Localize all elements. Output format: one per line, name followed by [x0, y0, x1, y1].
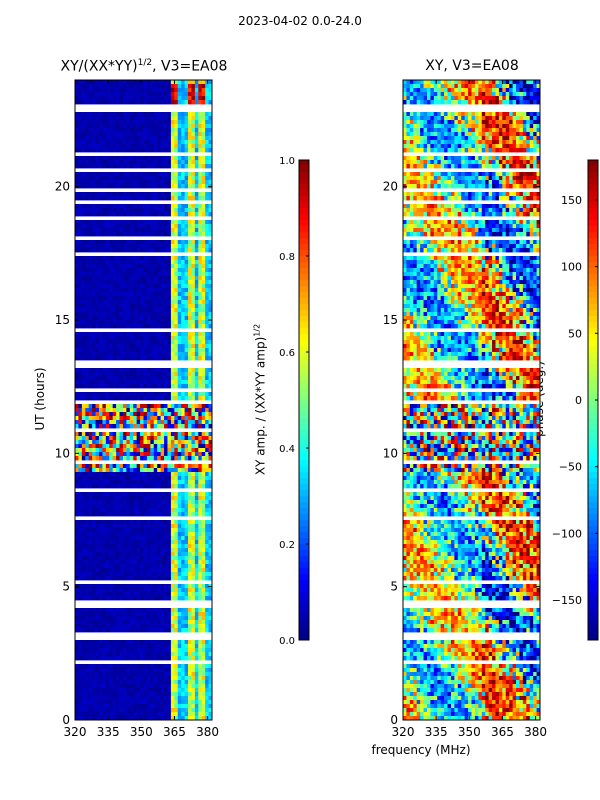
phase-heatmap-cells: [403, 80, 541, 721]
amplitude-xtick-label: 350: [130, 725, 153, 739]
phase-panel-title: XY, V3=EA08: [425, 58, 519, 74]
phase-colorbar-tick-label: −150: [552, 594, 582, 607]
phase-heatmap: 320 335 350 365 380 0 5 10 15 20: [383, 79, 547, 739]
amplitude-colorbar-tick-label: 0.0: [279, 636, 295, 647]
phase-ytick-label: 15: [383, 313, 398, 327]
phase-ytick-label: 0: [390, 713, 398, 727]
phase-colorbar: −150 −100 −50 0 50 100 150: [552, 159, 599, 641]
amplitude-colorbar-frame: [298, 159, 310, 641]
amplitude-xtick-label: 365: [163, 725, 186, 739]
amplitude-ytick-label: 0: [62, 713, 70, 727]
phase-xtick-label: 320: [392, 725, 415, 739]
phase-xtick-label: 380: [524, 725, 547, 739]
amplitude-axes-frame: [74, 79, 213, 721]
amplitude-colorbar-tick-label: 1.0: [279, 156, 295, 167]
amplitude-heatmap: 320 335 350 365 380 0 5 10 15 20: [55, 79, 219, 739]
amplitude-xtick-label: 335: [97, 725, 120, 739]
phase-xtick-label: 365: [491, 725, 514, 739]
phase-xtick-label: 335: [425, 725, 448, 739]
amplitude-ytick-label: 20: [55, 180, 70, 194]
amplitude-ytick-label: 15: [55, 313, 70, 327]
amplitude-title-suffix: , V3=EA08: [152, 58, 228, 75]
phase-xtick-label: 350: [458, 725, 481, 739]
phase-axes-frame: [402, 79, 541, 721]
amplitude-ytick-label: 10: [55, 446, 70, 460]
phase-colorbar-tick-label: −100: [552, 527, 582, 540]
amplitude-colorbar: 0.0 0.2 0.4 0.6 0.8 1.0: [279, 156, 310, 647]
phase-colorbar-tick-label: −50: [559, 461, 582, 474]
amplitude-ytick-label: 5: [62, 580, 70, 594]
phase-colorbar-tick-label: 150: [561, 194, 582, 207]
phase-colorbar-tick-label: 50: [568, 327, 582, 340]
phase-colorbar-tick-label: 0: [575, 394, 582, 407]
amplitude-title-main: XY/(XX*YY): [60, 58, 138, 75]
phase-colorbar-tick-label: 100: [561, 261, 582, 274]
phase-ytick-label: 10: [383, 446, 398, 460]
amplitude-colorbar-tick-label: 0.6: [279, 348, 295, 359]
amplitude-xtick-label: 380: [196, 725, 219, 739]
amplitude-heatmap-cells: [75, 80, 213, 721]
frequency-axis-label: frequency (MHz): [371, 743, 471, 757]
figure-suptitle: 2023-04-02 0.0-24.0: [238, 14, 362, 28]
phase-ytick-label: 20: [383, 180, 398, 194]
amplitude-panel-title: XY/(XX*YY)1/2, V3=EA08: [44, 58, 244, 75]
amplitude-colorbar-tick-label: 0.4: [279, 444, 295, 455]
amplitude-colorbar-tick-label: 0.2: [279, 540, 295, 551]
amplitude-colorbar-tick-label: 0.8: [279, 252, 295, 263]
amplitude-xtick-label: 320: [64, 725, 87, 739]
amplitude-title-sup: 1/2: [137, 58, 153, 68]
phase-ytick-label: 5: [390, 580, 398, 594]
